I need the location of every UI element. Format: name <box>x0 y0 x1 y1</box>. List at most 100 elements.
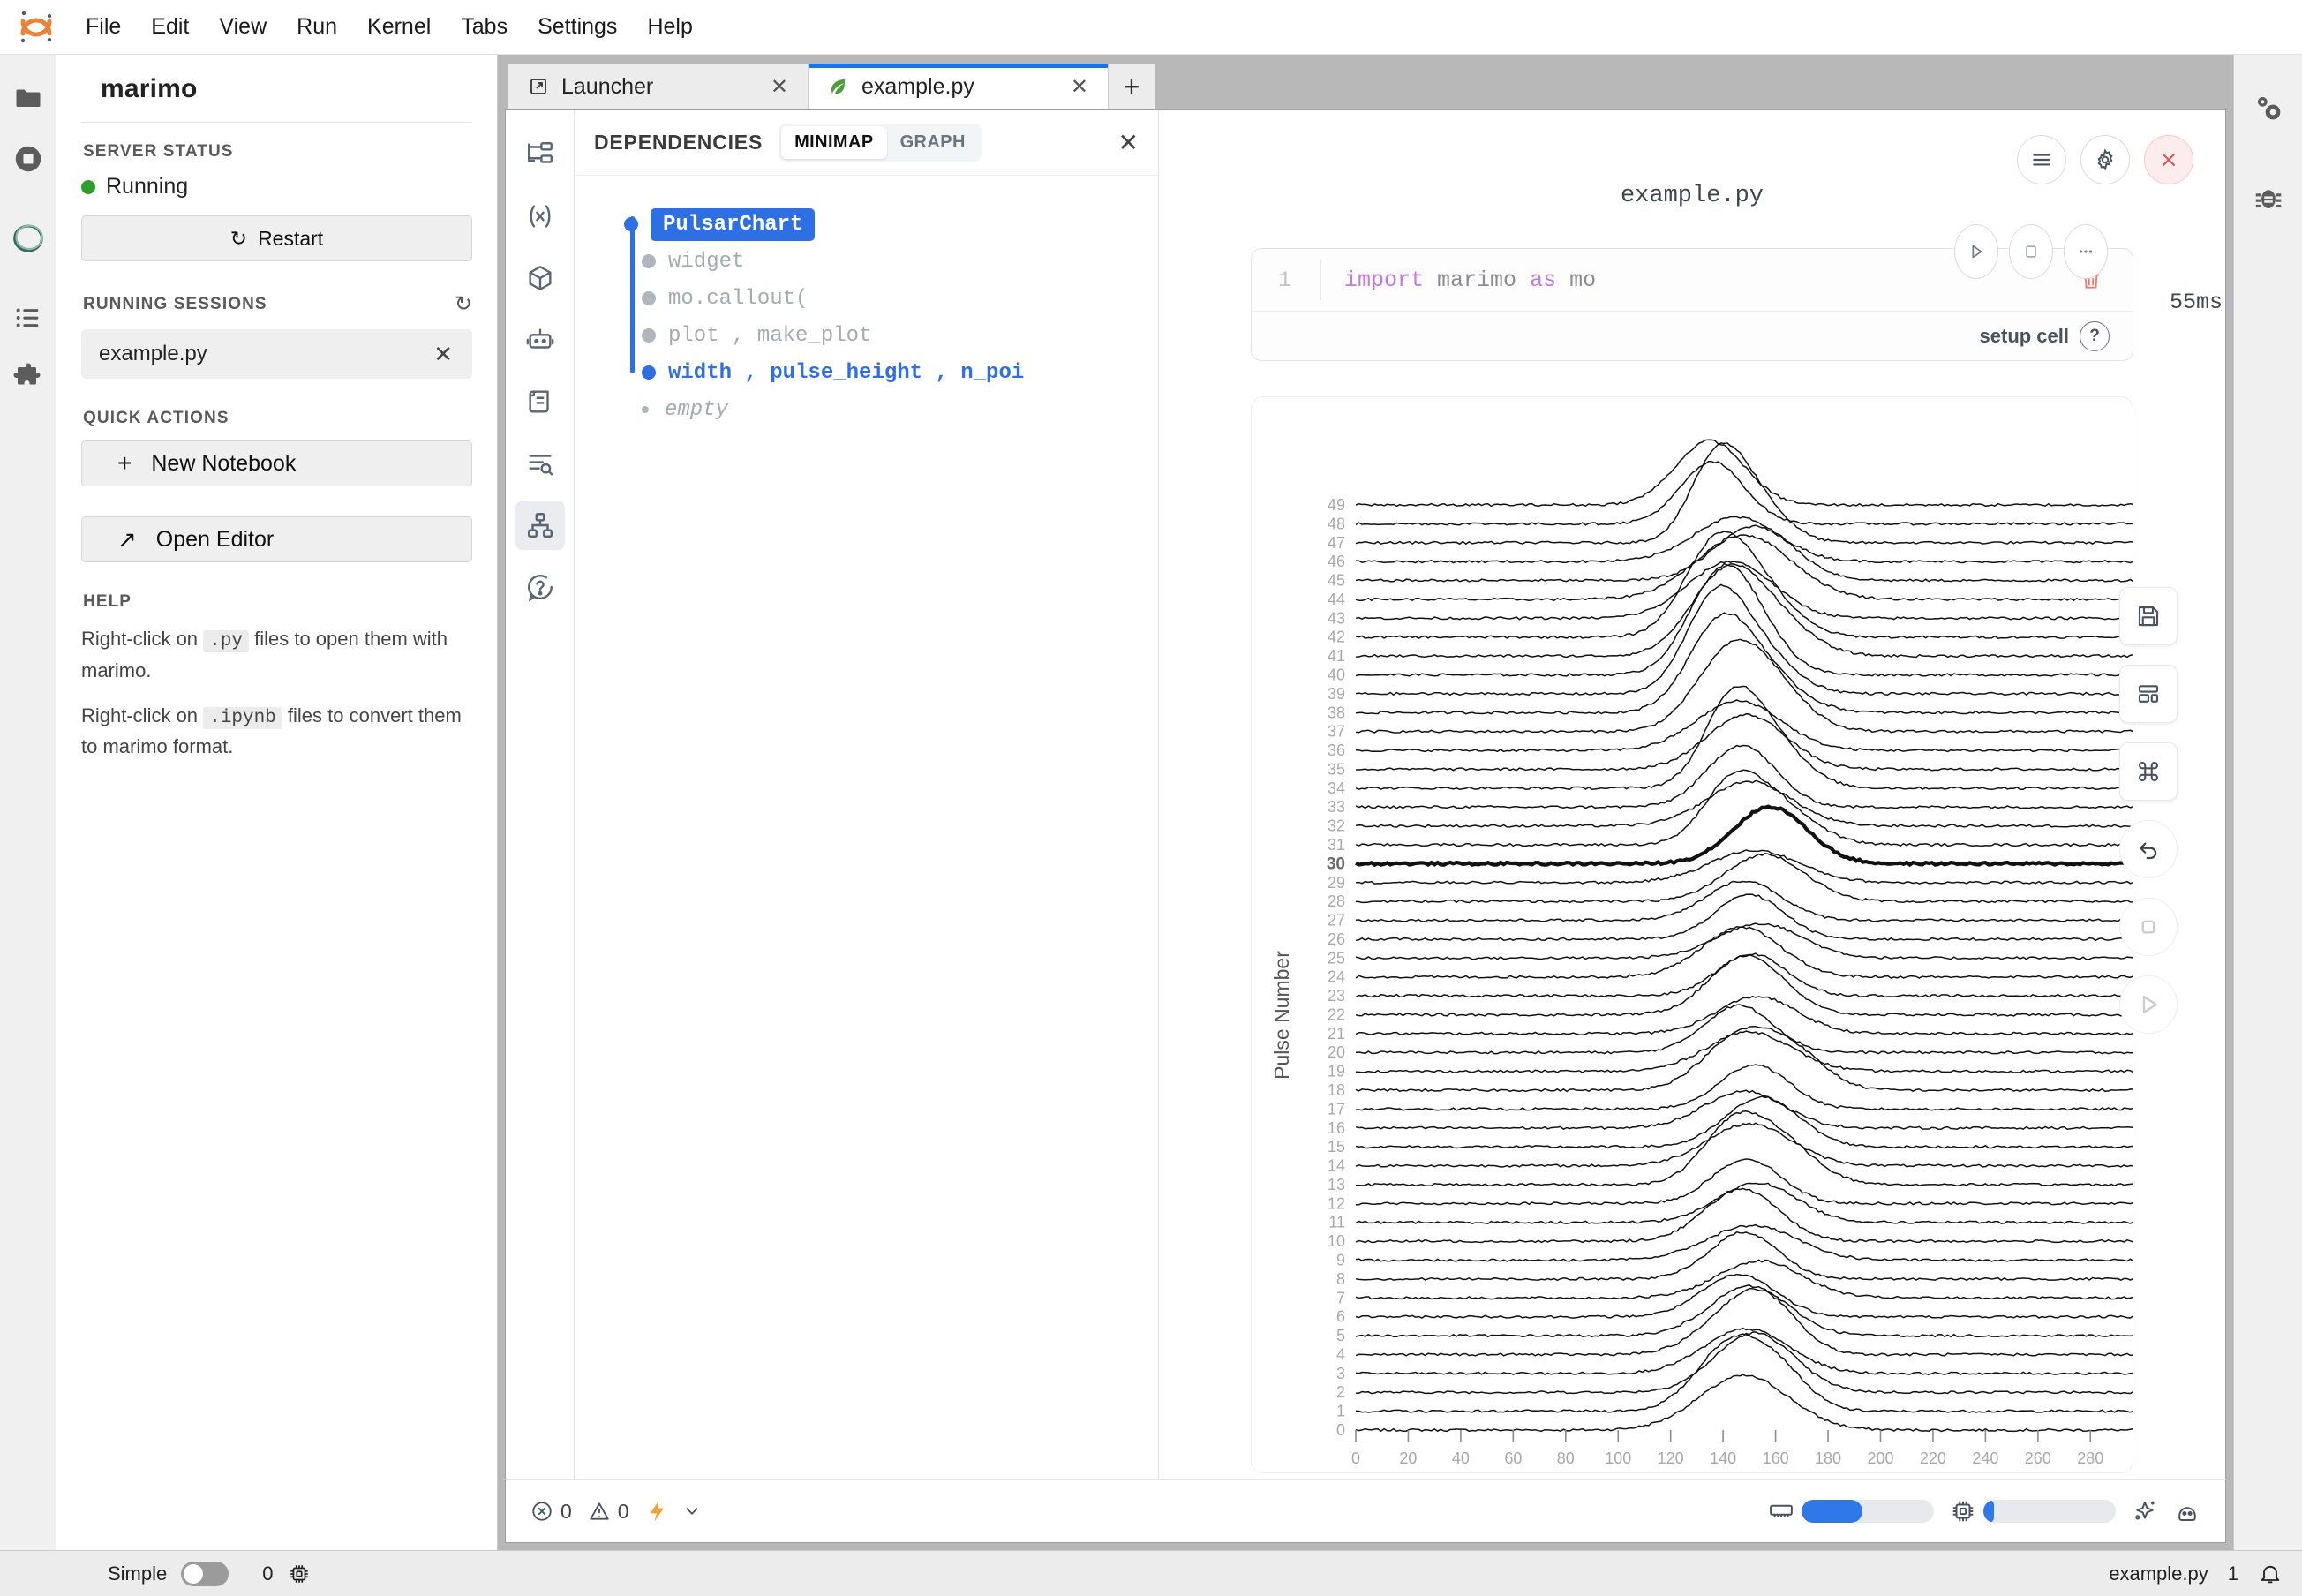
new-notebook-button[interactable]: + New Notebook <box>81 440 472 486</box>
variables-icon[interactable] <box>515 192 565 241</box>
y-tick-label: 19 <box>1328 1063 1345 1080</box>
menu-file[interactable]: File <box>86 14 122 39</box>
menu-view[interactable]: View <box>219 14 267 39</box>
menu-edit[interactable]: Edit <box>151 14 190 39</box>
running-sessions-header: RUNNING SESSIONS <box>83 294 267 313</box>
dependency-graph-icon[interactable] <box>515 501 565 550</box>
table-of-contents-icon[interactable] <box>0 288 56 348</box>
ellipsis-icon[interactable] <box>2064 224 2108 279</box>
tab-launcher[interactable]: Launcher ✕ <box>508 64 809 109</box>
layout-icon[interactable] <box>2119 665 2178 723</box>
y-tick-label: 28 <box>1328 892 1345 910</box>
minimap-node-width[interactable]: width , pulse_height , n_poi <box>575 354 1158 391</box>
cpu-icon[interactable] <box>288 1562 311 1585</box>
tab-graph[interactable]: GRAPH <box>899 132 966 152</box>
menu-kernel[interactable]: Kernel <box>367 14 432 39</box>
help-icon[interactable]: ? <box>2080 320 2110 351</box>
y-tick-label: 34 <box>1328 779 1345 797</box>
open-editor-button[interactable]: ↗ Open Editor <box>81 516 472 562</box>
minimap-node-callout[interactable]: mo.callout( <box>575 280 1158 317</box>
help-ipynb-prefix: Right-click on <box>81 704 199 726</box>
ridge-line <box>1355 1025 2133 1093</box>
ridge-line <box>1355 638 2133 734</box>
ai-sparkle-button[interactable] <box>2132 1498 2158 1524</box>
command-icon[interactable] <box>2119 742 2178 801</box>
minimap-node-empty[interactable]: empty <box>575 391 1158 428</box>
minimap-node-pulsarchart[interactable]: PulsarChart <box>575 206 1158 243</box>
cpu-usage-item[interactable] <box>1950 1498 2116 1524</box>
y-tick-label: 39 <box>1328 685 1345 703</box>
y-tick-label: 42 <box>1328 629 1345 646</box>
tab-minimap[interactable]: MINIMAP <box>781 126 887 159</box>
y-tick-label: 7 <box>1336 1289 1345 1306</box>
close-icon[interactable]: ✕ <box>1070 74 1088 99</box>
close-icon[interactable] <box>2144 135 2193 184</box>
menu-run[interactable]: Run <box>297 14 338 39</box>
stop-icon[interactable] <box>2119 898 2178 956</box>
ridge-line <box>1355 442 2133 546</box>
code-module-marimo: marimo <box>1437 267 1517 293</box>
open-editor-label: Open Editor <box>155 526 275 552</box>
ridge-line <box>1355 563 2133 659</box>
documentation-icon[interactable] <box>515 377 565 426</box>
minimap-node-plot[interactable]: plot , make_plot <box>575 317 1158 354</box>
packages-icon[interactable] <box>515 253 565 303</box>
y-tick-label: 12 <box>1328 1194 1345 1212</box>
gear-icon[interactable] <box>2080 135 2130 184</box>
bell-icon[interactable] <box>2258 1562 2283 1586</box>
close-icon[interactable]: ✕ <box>770 74 788 99</box>
close-panel-icon[interactable]: ✕ <box>1117 129 1139 156</box>
cell-code-line[interactable]: 1 import marimo as mo <box>1252 249 2133 311</box>
find-replace-icon[interactable] <box>515 439 565 488</box>
minimap-node-label: PulsarChart <box>651 207 816 241</box>
dependencies-title: DEPENDENCIES <box>594 131 764 154</box>
menu-help[interactable]: Help <box>647 14 693 39</box>
close-session-icon[interactable]: ✕ <box>433 340 453 367</box>
running-sessions-icon[interactable] <box>0 129 56 189</box>
refresh-sessions-icon[interactable]: ↻ <box>454 292 472 316</box>
bot-button[interactable] <box>2174 1498 2200 1524</box>
marimo-status-bar: 0 0 <box>505 1479 2226 1543</box>
tab-example-py[interactable]: example.py ✕ <box>809 64 1109 109</box>
y-tick-label: 1 <box>1336 1403 1345 1420</box>
minimap-node-widget[interactable]: widget <box>575 243 1158 280</box>
save-icon[interactable] <box>2119 587 2178 645</box>
play-icon[interactable] <box>1954 224 1998 279</box>
x-tick-label: 180 <box>1815 1449 1841 1467</box>
help-icon[interactable] <box>515 562 565 612</box>
setup-cell[interactable]: 1 import marimo as mo setup cell ? <box>1251 224 2223 361</box>
ridge-line <box>1355 524 2133 583</box>
help-ipynb-suffix: files to convert them to marimo format. <box>81 704 462 758</box>
ridge-line <box>1355 1331 2133 1395</box>
bot-icon <box>2178 1507 2196 1521</box>
play-icon[interactable] <box>2119 975 2178 1034</box>
ridge-line <box>1355 926 2133 979</box>
memory-usage-item[interactable] <box>1768 1498 1934 1524</box>
file-browser-icon[interactable] <box>0 69 56 129</box>
undo-icon[interactable] <box>2119 820 2178 878</box>
file-explorer-icon[interactable] <box>515 130 565 179</box>
runtime-mode-item[interactable] <box>645 1499 702 1524</box>
new-notebook-label: New Notebook <box>151 450 297 476</box>
dependencies-body: PulsarChart widget mo.callout( plot , ma… <box>575 176 1158 1479</box>
ridge-line <box>1355 1089 2133 1131</box>
debugger-icon[interactable] <box>2240 168 2297 228</box>
new-tab-button[interactable]: + <box>1109 64 1155 109</box>
marimo-logo-icon[interactable] <box>0 208 56 268</box>
x-tick-label: 40 <box>1452 1449 1470 1467</box>
warning-count-item[interactable]: 0 <box>588 1500 629 1524</box>
help-header: HELP <box>83 592 132 611</box>
hamburger-icon[interactable] <box>2017 135 2066 184</box>
mode-toggle[interactable] <box>181 1561 229 1586</box>
ridge-line <box>1355 995 2133 1036</box>
property-inspector-icon[interactable] <box>2240 78 2297 138</box>
square-icon[interactable] <box>2009 224 2053 279</box>
error-count-item[interactable]: 0 <box>530 1500 572 1524</box>
session-item-example[interactable]: example.py ✕ <box>81 329 472 379</box>
ai-assistant-icon[interactable] <box>515 315 565 365</box>
extensions-icon[interactable] <box>0 348 56 408</box>
ridge-line <box>1355 1259 2133 1300</box>
restart-button[interactable]: ↻ Restart <box>81 215 472 261</box>
menu-tabs[interactable]: Tabs <box>461 14 508 39</box>
menu-settings[interactable]: Settings <box>538 14 618 39</box>
